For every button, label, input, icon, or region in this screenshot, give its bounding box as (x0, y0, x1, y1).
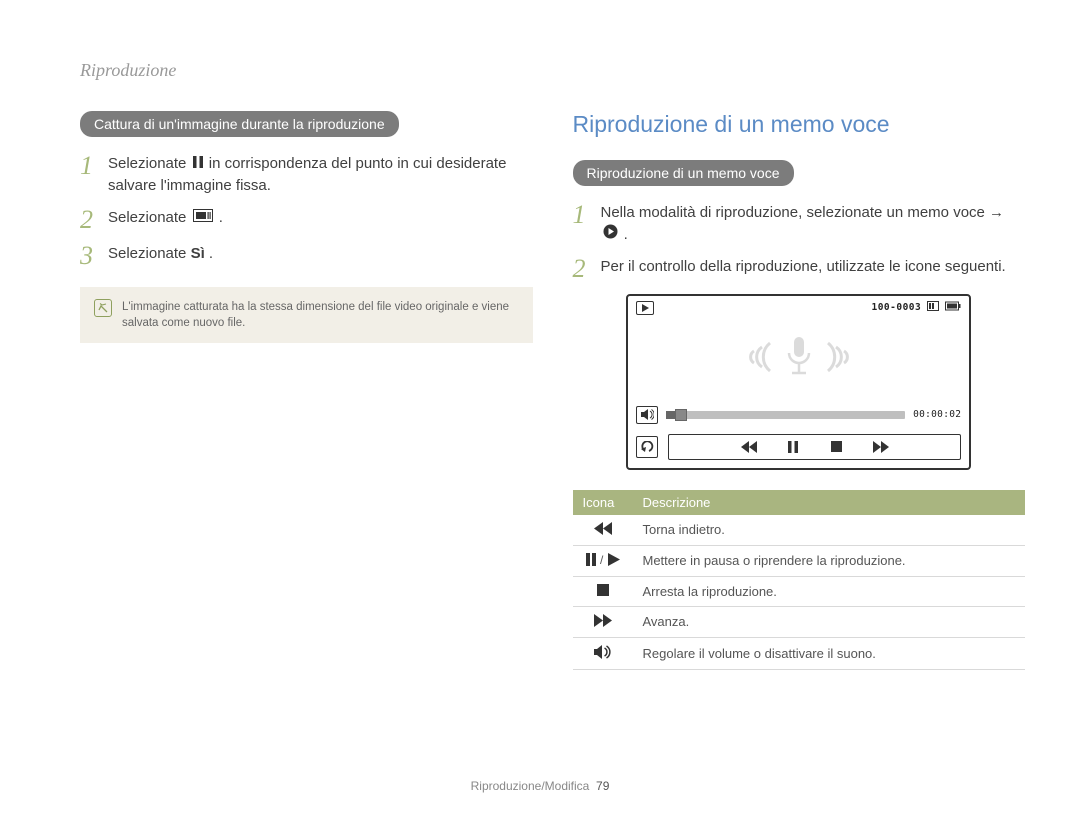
step-number: 2 (573, 256, 591, 282)
manual-page: Riproduzione Cattura di un'immagine dura… (0, 0, 1080, 710)
th-icon: Icona (573, 490, 633, 515)
step-text-post: . (209, 245, 213, 262)
step-text-pre: Selezionate (108, 155, 191, 172)
step-text-pre: Per il controllo della riproduzione, uti… (601, 258, 1006, 275)
cell-desc: Arresta la riproduzione. (633, 576, 1026, 606)
pause-icon (193, 153, 203, 175)
section-heading: Riproduzione di un memo voce (573, 111, 1026, 138)
table-row: Regolare il volume o disattivare il suon… (573, 637, 1026, 669)
note-icon (94, 299, 112, 317)
transport-controls (668, 434, 961, 460)
step-number: 1 (80, 153, 98, 179)
pause-button[interactable] (782, 438, 804, 456)
microphone-graphic (744, 335, 854, 384)
step-2: 2 Selezionate . (80, 207, 533, 233)
play-circle-icon (603, 224, 618, 246)
step-text-bold: Sì (191, 245, 205, 262)
right-column: Riproduzione di un memo voce Riproduzion… (573, 111, 1026, 670)
stop-icon (573, 576, 633, 606)
cell-desc: Avanza. (633, 606, 1026, 637)
step-text-post: . (219, 209, 223, 226)
table-row: / Mettere in pausa o riprendere la ripro… (573, 545, 1026, 576)
playback-mode-icon (636, 301, 654, 315)
section-pill-capture: Cattura di un'immagine durante la riprod… (80, 111, 399, 137)
battery-icon (945, 301, 961, 314)
note-text: L'immagine catturata ha la stessa dimens… (122, 299, 519, 331)
stop-button[interactable] (826, 438, 848, 456)
section-pill-memo: Riproduzione di un memo voce (573, 160, 794, 186)
step-text-pre: Selezionate (108, 209, 191, 226)
step-number: 2 (80, 207, 98, 233)
progress-bar[interactable] (666, 411, 905, 419)
capture-icon (193, 207, 213, 229)
breadcrumb: Riproduzione (80, 60, 1025, 81)
icon-description-table: Icona Descrizione Torna indietro. (573, 490, 1026, 670)
screen-body (628, 317, 969, 402)
progress-handle[interactable] (675, 409, 687, 421)
cell-desc: Torna indietro. (633, 515, 1026, 546)
rewind-button[interactable] (738, 438, 760, 456)
elapsed-time: 00:00:02 (913, 409, 961, 420)
fast-forward-button[interactable] (870, 438, 892, 456)
device-screen: 100-0003 (626, 294, 971, 470)
step-1: 1 Selezionate in corrispondenza del punt… (80, 153, 533, 197)
step-text: Selezionate Sì . (108, 243, 533, 265)
note-box: L'immagine catturata ha la stessa dimens… (80, 287, 533, 343)
step-text-pre: Selezionate (108, 245, 191, 262)
table-row: Arresta la riproduzione. (573, 576, 1026, 606)
step-text-pre: Nella modalità di riproduzione, selezion… (601, 204, 1005, 221)
page-footer: Riproduzione/Modifica 79 (0, 779, 1080, 793)
step-text: Selezionate in corrispondenza del punto … (108, 153, 533, 197)
footer-section: Riproduzione/Modifica (471, 779, 590, 793)
volume-button[interactable] (636, 406, 658, 424)
step-text: Per il controllo della riproduzione, uti… (601, 256, 1026, 278)
table-row: Avanza. (573, 606, 1026, 637)
step-text: Nella modalità di riproduzione, selezion… (601, 202, 1026, 246)
screen-progress-row: 00:00:02 (628, 402, 969, 428)
sound-waves-left-icon (744, 337, 776, 382)
screen-statusbar: 100-0003 (628, 296, 969, 317)
memory-icon (927, 301, 939, 314)
pause-play-icon: / (573, 545, 633, 576)
th-desc: Descrizione (633, 490, 1026, 515)
step-text: Selezionate . (108, 207, 533, 229)
back-button[interactable] (636, 436, 658, 458)
fast-forward-icon (573, 606, 633, 637)
microphone-icon (784, 335, 814, 384)
screen-bottom-row (628, 428, 969, 468)
step-number: 1 (573, 202, 591, 228)
step-r1: 1 Nella modalità di riproduzione, selezi… (573, 202, 1026, 246)
file-counter: 100-0003 (871, 302, 921, 313)
cell-desc: Mettere in pausa o riprendere la riprodu… (633, 545, 1026, 576)
step-3: 3 Selezionate Sì . (80, 243, 533, 269)
rewind-icon (573, 515, 633, 546)
table-row: Torna indietro. (573, 515, 1026, 546)
volume-icon (573, 637, 633, 669)
svg-text:/: / (600, 553, 604, 566)
step-number: 3 (80, 243, 98, 269)
page-number: 79 (596, 779, 609, 793)
step-r2: 2 Per il controllo della riproduzione, u… (573, 256, 1026, 282)
sound-waves-right-icon (822, 337, 854, 382)
cell-desc: Regolare il volume o disattivare il suon… (633, 637, 1026, 669)
left-column: Cattura di un'immagine durante la riprod… (80, 111, 533, 670)
two-column-layout: Cattura di un'immagine durante la riprod… (80, 111, 1025, 670)
step-text-post: . (624, 226, 628, 243)
